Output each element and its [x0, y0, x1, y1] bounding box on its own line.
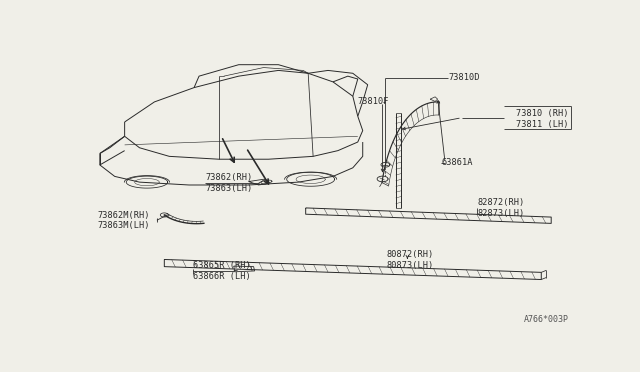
- Text: A766*003P: A766*003P: [524, 315, 568, 324]
- Text: 73810D: 73810D: [448, 73, 479, 82]
- Text: 73810 (RH): 73810 (RH): [516, 109, 569, 118]
- Text: 73810F: 73810F: [358, 97, 389, 106]
- Text: 63866R (LH): 63866R (LH): [193, 272, 251, 281]
- Text: 73863(LH): 73863(LH): [205, 184, 252, 193]
- Text: 73862(RH): 73862(RH): [205, 173, 252, 182]
- Text: 73863M(LH): 73863M(LH): [97, 221, 150, 230]
- Text: 63865R (RH): 63865R (RH): [193, 261, 251, 270]
- Text: 82873(LH): 82873(LH): [478, 209, 525, 218]
- Text: 80872(RH): 80872(RH): [387, 250, 434, 259]
- Text: 82872(RH): 82872(RH): [478, 198, 525, 207]
- Text: 73862M(RH): 73862M(RH): [97, 211, 150, 219]
- Text: 63861A: 63861A: [441, 158, 472, 167]
- Text: 73811 (LH): 73811 (LH): [516, 121, 569, 129]
- Text: 80873(LH): 80873(LH): [387, 261, 434, 270]
